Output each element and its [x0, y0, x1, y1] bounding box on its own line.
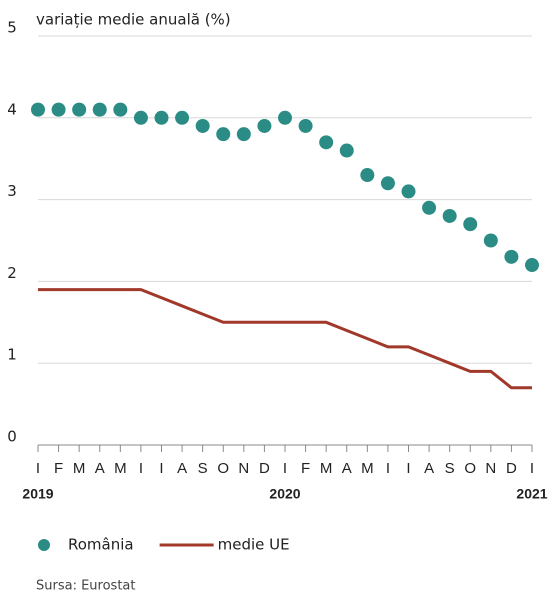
x-tick-label: D — [506, 460, 517, 477]
x-tick-label: O — [217, 460, 229, 477]
series-dot — [422, 200, 437, 215]
legend-dot — [38, 539, 50, 551]
series-dot — [236, 127, 251, 142]
x-tick-label: F — [301, 460, 310, 477]
x-tick-label: S — [198, 460, 208, 477]
y-tick-label: 3 — [7, 182, 17, 200]
y-tick-label: 2 — [7, 264, 17, 282]
series-dot — [216, 127, 231, 142]
series-dot — [483, 233, 498, 248]
series-dot — [195, 118, 210, 133]
x-tick-label: I — [36, 460, 40, 477]
x-tick-label: A — [424, 460, 434, 477]
x-tick-label: D — [259, 460, 270, 477]
chart-title: variație medie anuală (%) — [36, 11, 231, 29]
x-tick-label: A — [342, 460, 352, 477]
series-dot — [257, 118, 272, 133]
x-tick-label: I — [386, 460, 390, 477]
x-tick-label: F — [54, 460, 63, 477]
year-label: 2021 — [516, 486, 547, 502]
y-tick-label: 4 — [7, 100, 17, 118]
series-dot — [380, 176, 395, 191]
x-tick-label: A — [95, 460, 105, 477]
series-dot — [31, 102, 45, 117]
series-dot — [442, 208, 457, 223]
y-tick-label: 0 — [7, 428, 17, 446]
x-tick-label: N — [485, 460, 496, 477]
x-tick-label: S — [445, 460, 455, 477]
series-dot — [133, 110, 148, 125]
series-dot — [72, 102, 87, 117]
x-tick-label: I — [139, 460, 143, 477]
series-dot — [298, 118, 313, 133]
x-tick-label: O — [464, 460, 476, 477]
series-dot — [278, 110, 292, 125]
series-dot — [92, 102, 107, 117]
legend-label: România — [68, 536, 134, 554]
series-dot — [113, 102, 128, 117]
x-tick-label: M — [320, 460, 333, 477]
legend-label: medie UE — [218, 536, 290, 554]
x-tick-label: I — [406, 460, 410, 477]
series-dot — [154, 110, 169, 125]
source: Sursa: Eurostat — [36, 579, 136, 594]
x-tick-label: N — [238, 460, 249, 477]
y-tick-label: 5 — [7, 19, 17, 37]
y-tick-label: 1 — [7, 346, 17, 364]
series-dot — [525, 258, 539, 273]
series-line — [38, 288, 532, 390]
x-tick-label: M — [114, 460, 127, 477]
x-tick-label: I — [530, 460, 534, 477]
x-tick-label: A — [177, 460, 187, 477]
series-dot — [175, 110, 190, 125]
series-dot — [401, 184, 416, 199]
x-tick-label: I — [283, 460, 287, 477]
series-dot — [319, 135, 334, 150]
x-tick-label: I — [159, 460, 163, 477]
x-tick-label: M — [73, 460, 86, 477]
series-dot — [339, 143, 354, 158]
series-dot — [51, 102, 66, 117]
series-dot — [463, 217, 478, 232]
x-tick-label: M — [361, 460, 374, 477]
series-dot — [360, 168, 375, 183]
year-label: 2019 — [22, 486, 53, 502]
series-dot — [504, 249, 519, 264]
year-label: 2020 — [269, 486, 300, 502]
